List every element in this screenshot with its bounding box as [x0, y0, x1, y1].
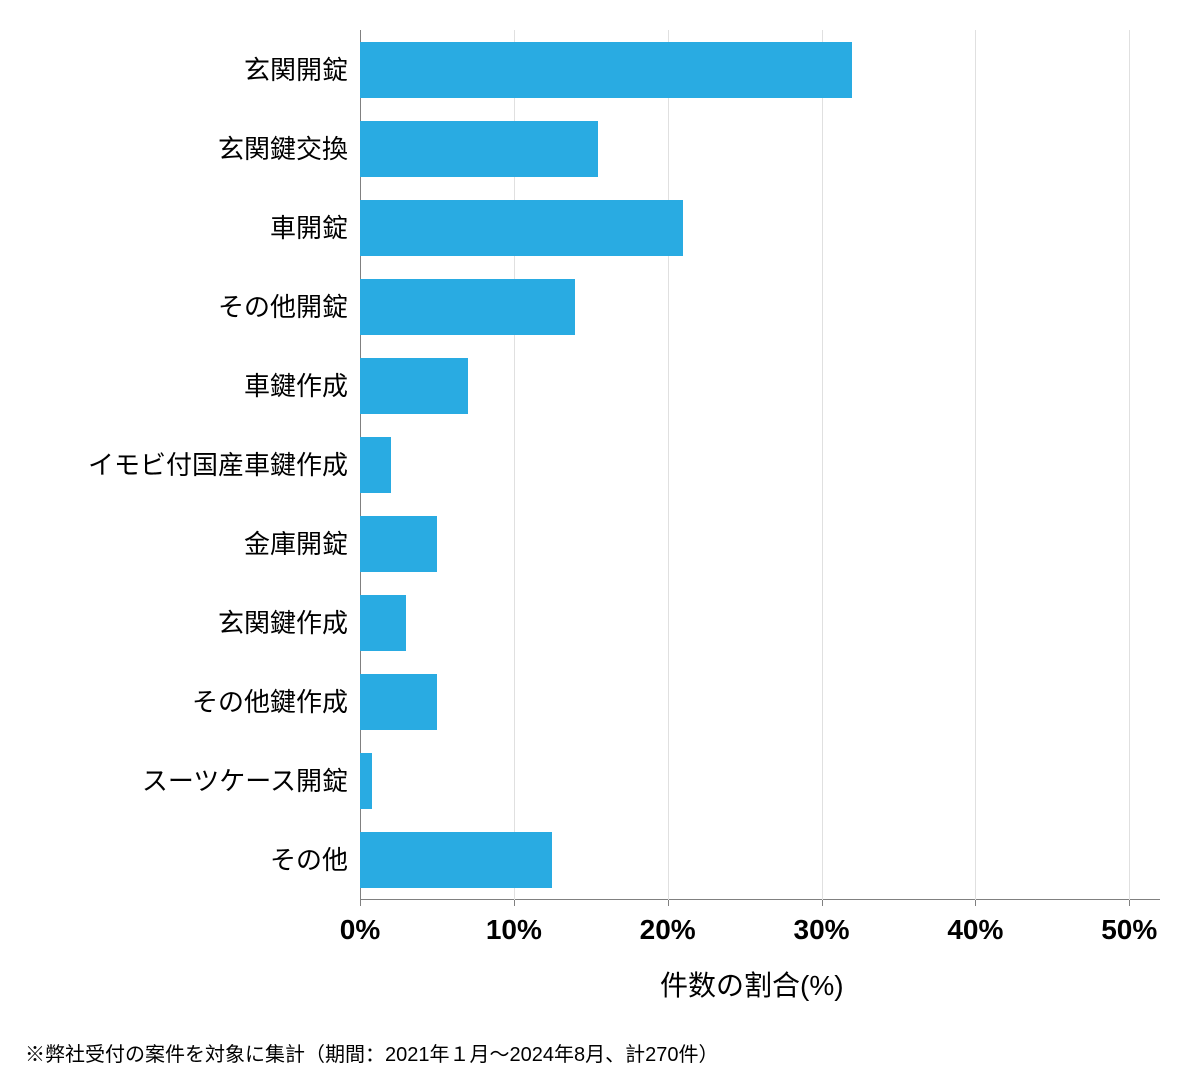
y-axis-label: その他鍵作成	[192, 674, 348, 730]
x-tick-label: 20%	[640, 914, 696, 946]
y-axis-label: その他	[270, 832, 348, 888]
x-tick-mark	[514, 900, 515, 906]
bar-row	[360, 674, 1160, 730]
bar-row	[360, 42, 1160, 98]
x-tick-label: 50%	[1101, 914, 1157, 946]
bar-row	[360, 279, 1160, 335]
plot-area	[360, 30, 1160, 900]
bar	[360, 832, 552, 888]
bar	[360, 358, 468, 414]
y-axis-label: 車開錠	[270, 200, 348, 256]
bar	[360, 753, 372, 809]
bar-row	[360, 595, 1160, 651]
y-axis-label: スーツケース開錠	[142, 753, 348, 809]
bar-row	[360, 200, 1160, 256]
bar	[360, 279, 575, 335]
bar	[360, 516, 437, 572]
y-axis-label: その他開錠	[218, 279, 348, 335]
bar-row	[360, 516, 1160, 572]
chart-container: 件数の割合(%) ※弊社受付の案件を対象に集計（期間：2021年１月～2024年…	[0, 20, 1200, 1069]
x-tick-mark	[822, 900, 823, 906]
bar-row	[360, 832, 1160, 888]
y-axis-label: 玄関鍵作成	[218, 595, 348, 651]
x-tick-label: 10%	[486, 914, 542, 946]
x-tick-label: 0%	[340, 914, 380, 946]
bar-row	[360, 121, 1160, 177]
y-axis-label: 玄関開錠	[244, 42, 348, 98]
bar	[360, 674, 437, 730]
bar	[360, 437, 391, 493]
footnote: ※弊社受付の案件を対象に集計（期間：2021年１月～2024年8月、計270件）	[25, 1038, 718, 1067]
bar-row	[360, 437, 1160, 493]
bar	[360, 200, 683, 256]
y-axis-label: 車鍵作成	[244, 358, 348, 414]
x-tick-label: 30%	[794, 914, 850, 946]
x-tick-label: 40%	[947, 914, 1003, 946]
x-tick-mark	[360, 900, 361, 906]
bar-row	[360, 753, 1160, 809]
y-axis-label: イモビ付国産車鍵作成	[88, 437, 348, 493]
y-axis-label: 玄関鍵交換	[218, 121, 348, 177]
bar	[360, 595, 406, 651]
x-axis-line	[360, 899, 1160, 900]
bar	[360, 121, 598, 177]
y-axis-label: 金庫開錠	[244, 516, 348, 572]
bar-row	[360, 358, 1160, 414]
x-tick-mark	[1129, 900, 1130, 906]
bar	[360, 42, 852, 98]
x-axis-title: 件数の割合(%)	[660, 964, 844, 1004]
x-tick-mark	[668, 900, 669, 906]
x-tick-mark	[975, 900, 976, 906]
